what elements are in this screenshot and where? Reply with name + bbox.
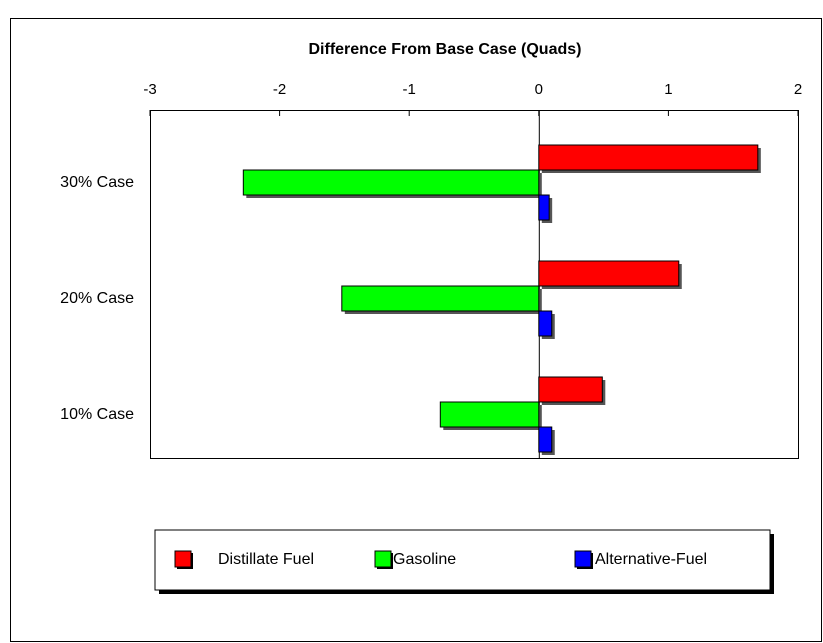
legend-swatch [374, 550, 392, 568]
legend-swatch [574, 550, 592, 568]
bar [538, 144, 759, 171]
bar [538, 376, 603, 403]
bar [242, 169, 540, 196]
plot-area [150, 110, 799, 459]
y-tick-label: 20% Case [60, 290, 134, 307]
x-tick-label: -3 [143, 81, 156, 98]
chart-title: Difference From Base Case (Quads) [309, 41, 582, 58]
bar [538, 426, 553, 453]
legend-label: Gasoline [393, 551, 456, 568]
y-tick-label: 10% Case [60, 406, 134, 423]
x-tick-label: 0 [535, 81, 543, 98]
x-tick-label: -2 [273, 81, 286, 98]
x-tick-label: 2 [794, 81, 802, 98]
bar [439, 401, 540, 428]
bar [538, 310, 553, 337]
x-tick-label: 1 [664, 81, 672, 98]
x-tick-label: -1 [403, 81, 416, 98]
bar [538, 194, 550, 221]
frame [10, 18, 822, 642]
bar [341, 285, 540, 312]
legend [154, 529, 771, 591]
legend-label: Alternative-Fuel [595, 551, 707, 568]
y-tick-label: 30% Case [60, 174, 134, 191]
legend-swatch [174, 550, 192, 568]
bar [538, 260, 680, 287]
legend-label: Distillate Fuel [218, 551, 314, 568]
